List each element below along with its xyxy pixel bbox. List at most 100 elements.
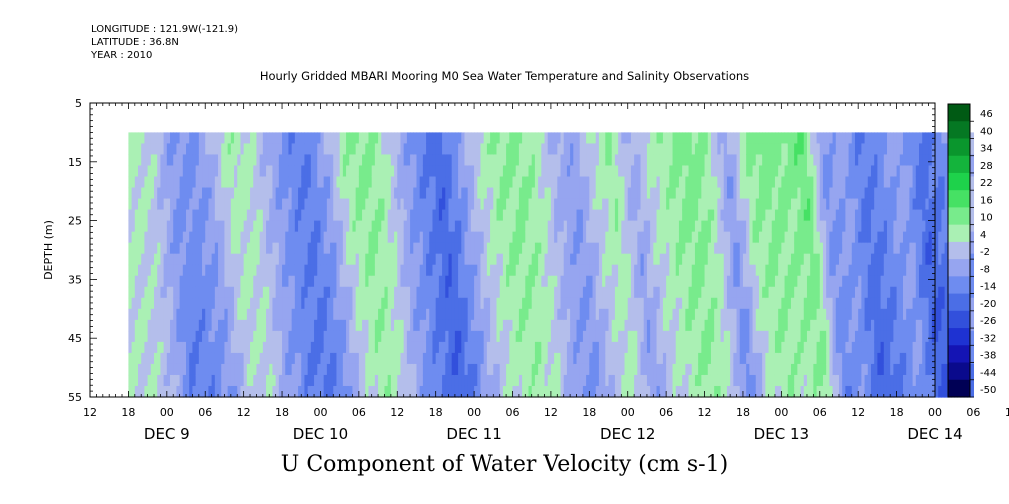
heatmap-cell	[253, 143, 258, 156]
heatmap-cell	[154, 143, 158, 156]
heatmap-cell	[192, 297, 197, 310]
heatmap-cell	[637, 154, 642, 167]
heatmap-cell	[678, 176, 683, 189]
heatmap-cell	[557, 385, 562, 398]
heatmap-cell	[426, 363, 430, 376]
heatmap-cell	[531, 363, 536, 376]
heatmap-cell	[541, 231, 546, 244]
heatmap-cell	[749, 286, 754, 299]
heatmap-cell	[435, 143, 440, 156]
heatmap-cell	[384, 385, 389, 398]
heatmap-cell	[474, 132, 478, 145]
heatmap-cell	[330, 330, 334, 343]
heatmap-cell	[160, 154, 165, 167]
heatmap-cell	[749, 165, 754, 178]
heatmap-cell	[410, 231, 414, 244]
heatmap-cell	[218, 176, 222, 189]
heatmap-cell	[582, 242, 587, 255]
heatmap-cell	[182, 231, 187, 244]
heatmap-cell	[480, 231, 485, 244]
heatmap-cell	[237, 187, 242, 200]
heatmap-cell	[208, 374, 213, 387]
heatmap-cell	[269, 176, 274, 189]
heatmap-cell	[387, 231, 392, 244]
heatmap-cell	[544, 209, 549, 222]
heatmap-cell	[352, 363, 357, 376]
heatmap-cell	[224, 385, 229, 398]
heatmap-cell	[694, 286, 699, 299]
heatmap-cell	[694, 385, 699, 398]
heatmap-cell	[678, 363, 683, 376]
heatmap-cell	[454, 385, 459, 398]
heatmap-cell	[682, 165, 686, 178]
heatmap-cell	[710, 308, 715, 321]
heatmap-cell	[771, 319, 776, 332]
heatmap-cell	[349, 264, 354, 277]
heatmap-cell	[592, 352, 597, 365]
heatmap-cell	[422, 143, 427, 156]
heatmap-cell	[790, 176, 795, 189]
heatmap-cell	[714, 242, 718, 255]
heatmap-cell	[387, 275, 392, 288]
heatmap-cell	[525, 319, 530, 332]
heatmap-cell	[307, 286, 312, 299]
heatmap-cell	[659, 319, 664, 332]
heatmap-cell	[317, 187, 322, 200]
heatmap-cell	[371, 374, 376, 387]
heatmap-cell	[688, 297, 693, 310]
heatmap-cell	[163, 286, 168, 299]
heatmap-cell	[611, 220, 616, 233]
heatmap-cell	[198, 286, 203, 299]
heatmap-cell	[509, 297, 514, 310]
heatmap-cell	[656, 264, 661, 277]
heatmap-cell	[464, 297, 469, 310]
heatmap-cell	[195, 341, 200, 354]
heatmap-cell	[422, 187, 427, 200]
heatmap-cell	[640, 264, 645, 277]
heatmap-cell	[147, 341, 152, 354]
heatmap-cell	[589, 352, 594, 365]
heatmap-cell	[198, 231, 203, 244]
heatmap-cell	[294, 242, 299, 255]
heatmap-cell	[653, 275, 658, 288]
heatmap-cell	[486, 374, 491, 387]
heatmap-cell	[253, 176, 258, 189]
heatmap-cell	[182, 253, 187, 266]
heatmap-cell	[237, 275, 242, 288]
heatmap-cell	[314, 132, 318, 145]
heatmap-cell	[790, 198, 795, 211]
heatmap-cell	[691, 198, 696, 211]
heatmap-cell	[400, 319, 405, 332]
heatmap-cell	[253, 330, 258, 343]
heatmap-cell	[522, 297, 526, 310]
heatmap-cell	[790, 231, 795, 244]
heatmap-cell	[378, 341, 382, 354]
heatmap-cell	[256, 176, 261, 189]
heatmap-cell	[672, 242, 677, 255]
heatmap-cell	[784, 385, 789, 398]
heatmap-cell	[691, 220, 696, 233]
heatmap-cell	[448, 286, 453, 299]
heatmap-cell	[656, 242, 661, 255]
heatmap-cell	[211, 275, 216, 288]
heatmap-cell	[637, 341, 642, 354]
heatmap-cell	[547, 319, 552, 332]
heatmap-cell	[477, 220, 482, 233]
heatmap-cell	[736, 363, 741, 376]
heatmap-cell	[438, 286, 443, 299]
heatmap-cell	[352, 286, 357, 299]
heatmap-cell	[774, 341, 779, 354]
heatmap-cell	[326, 143, 331, 156]
heatmap-cell	[723, 209, 728, 222]
heatmap-cell	[317, 143, 322, 156]
heatmap-cell	[147, 385, 152, 398]
heatmap-cell	[464, 253, 469, 266]
heatmap-cell	[451, 154, 456, 167]
heatmap-cell	[499, 341, 504, 354]
heatmap-cell	[602, 352, 606, 365]
heatmap-cell	[403, 385, 408, 398]
heatmap-cell	[445, 176, 450, 189]
heatmap-cell	[400, 363, 405, 376]
heatmap-cell	[189, 264, 194, 277]
heatmap-cell	[704, 198, 709, 211]
